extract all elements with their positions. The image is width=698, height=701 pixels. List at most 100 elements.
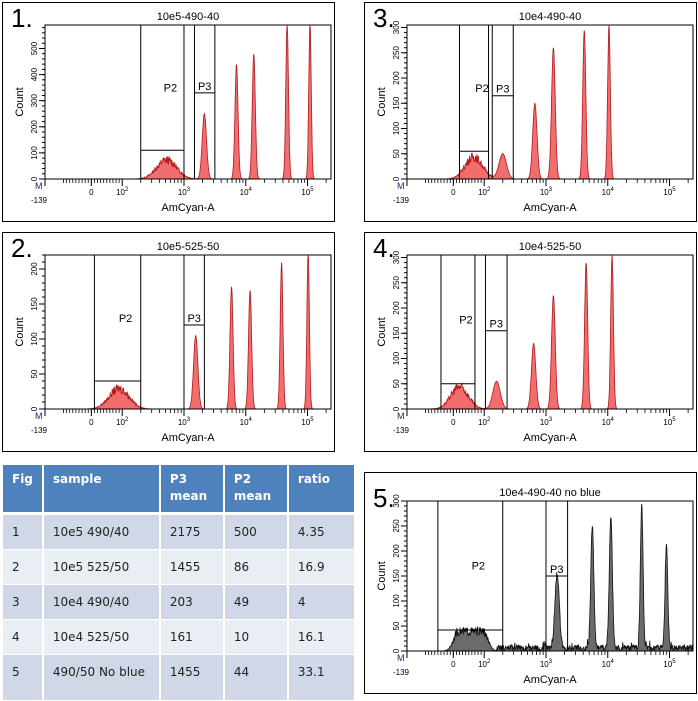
table-row: 4 10e4 525/50 161 10 16.1 bbox=[3, 619, 354, 655]
y-tick-label: 150 bbox=[392, 569, 401, 583]
x-tick-label: 103 bbox=[540, 659, 553, 669]
header-fig: Fig bbox=[3, 465, 44, 515]
x-tick-exponent: 3 bbox=[549, 417, 553, 423]
x-tick-exponent: 3 bbox=[549, 659, 553, 665]
cell-ratio: 4.35 bbox=[288, 514, 354, 550]
y-tick-label: 50 bbox=[392, 379, 401, 388]
plot-frame bbox=[44, 254, 332, 410]
histogram-area bbox=[425, 255, 693, 410]
x-tick-exponent: 4 bbox=[249, 187, 253, 193]
y-tick-label: 400 bbox=[30, 67, 39, 81]
x-tick-exponent: 3 bbox=[549, 187, 553, 193]
cell-fig: 5 bbox=[3, 654, 44, 701]
y-tick-label: 100 bbox=[392, 594, 401, 608]
histogram-panel-3: 3. 10e4-490-40 P2 P3 0 50 100 150 200 250 300 Coun… bbox=[364, 2, 697, 222]
x-tick-label: 0 bbox=[451, 660, 456, 669]
histogram-chart: 10e5-525-50 P2 P3 0 50 100 150 200 Count M -139 0 10… bbox=[14, 241, 332, 444]
x-tick-label: 0 bbox=[451, 418, 456, 427]
y-tick-label: 150 bbox=[392, 96, 401, 110]
y-tick-label: 200 bbox=[30, 120, 39, 134]
plot-frame bbox=[406, 254, 694, 410]
chart-title: 10e4-525-50 bbox=[519, 241, 581, 253]
y-tick-label: 50 bbox=[392, 149, 401, 158]
y-tick-label: 0 bbox=[392, 648, 401, 653]
y-tick-label: 250 bbox=[392, 519, 401, 533]
histogram-chart: 10e5-490-40 P2 P3 0 100 200 300 400 500 Count M -13… bbox=[14, 11, 332, 214]
y-tick-label: 100 bbox=[30, 332, 39, 346]
x-tick-exponent: 3 bbox=[187, 417, 191, 423]
y-tick-label: 300 bbox=[392, 20, 401, 34]
cell-fig: 4 bbox=[3, 619, 44, 655]
cell-ratio: 33.1 bbox=[288, 654, 354, 701]
figure-number: 1. bbox=[11, 3, 33, 33]
cell-p3-mean: 161 bbox=[160, 619, 225, 655]
histogram-panel-2: 2. 10e5-525-50 P2 P3 0 50 100 150 200 Count M -139… bbox=[2, 232, 335, 452]
results-table: Fig sample P3 mean P2 mean ratio 1 10e5 … bbox=[3, 465, 354, 701]
gate-label-p3: P3 bbox=[187, 313, 200, 325]
histogram-panel-1: 1. 10e5-490-40 P2 P3 0 100 200 300 400 500 Count M… bbox=[2, 2, 335, 222]
x-axis-label: AmCyan-A bbox=[523, 202, 577, 214]
x-tick-label-min: -139 bbox=[393, 668, 410, 677]
figure-number: 3. bbox=[373, 3, 395, 33]
gate-label-p2: P2 bbox=[164, 83, 177, 95]
y-tick-label: 0 bbox=[392, 176, 401, 181]
x-tick-label: 105 bbox=[301, 187, 314, 197]
y-tick-label: 50 bbox=[392, 621, 401, 630]
table-row: 2 10e5 525/50 1455 86 16.9 bbox=[3, 549, 354, 585]
cell-ratio: 16.1 bbox=[288, 619, 354, 655]
y-axis-label: Count bbox=[376, 317, 388, 346]
header-p2-mean: P2 mean bbox=[224, 465, 289, 515]
table-row: 5 490/50 No blue 1455 44 33.1 bbox=[3, 654, 354, 701]
y-axis-label: Count bbox=[376, 561, 388, 590]
cell-sample: 10e5 490/40 bbox=[43, 514, 161, 550]
x-tick-label: 0 bbox=[89, 418, 94, 427]
table-header-row: Fig sample P3 mean P2 mean ratio bbox=[3, 465, 354, 515]
axis-origin-label: M bbox=[35, 411, 43, 421]
histogram-area bbox=[425, 503, 694, 653]
x-tick-exponent: 2 bbox=[487, 187, 491, 193]
gate-label-p3: P3 bbox=[496, 84, 509, 96]
y-axis-label: Count bbox=[376, 87, 388, 116]
cell-fig: 2 bbox=[3, 549, 44, 585]
figure-number: 5. bbox=[373, 483, 395, 513]
x-tick-label: 103 bbox=[540, 417, 553, 427]
x-tick-exponent: 5 bbox=[310, 417, 314, 423]
y-tick-label: 200 bbox=[30, 262, 39, 276]
x-tick-label: 104 bbox=[602, 417, 615, 427]
x-tick-label: 102 bbox=[116, 187, 129, 197]
y-tick-label: 0 bbox=[30, 406, 39, 411]
x-tick-exponent: 5 bbox=[672, 417, 676, 423]
axis-origin-label: M bbox=[35, 181, 43, 191]
x-tick-exponent: 4 bbox=[611, 659, 615, 665]
x-axis-label: AmCyan-A bbox=[161, 432, 215, 444]
y-tick-label: 50 bbox=[30, 369, 39, 378]
y-tick-label: 200 bbox=[392, 544, 401, 558]
x-tick-label: 102 bbox=[116, 417, 129, 427]
x-tick-label: 104 bbox=[240, 417, 253, 427]
cell-sample: 10e4 490/40 bbox=[43, 584, 161, 620]
y-tick-label: 100 bbox=[30, 146, 39, 160]
cell-sample: 10e4 525/50 bbox=[43, 619, 161, 655]
x-tick-label-min: -139 bbox=[393, 426, 410, 435]
x-tick-exponent: 4 bbox=[249, 417, 253, 423]
figure-number: 2. bbox=[11, 233, 33, 263]
cell-p2-mean: 86 bbox=[224, 549, 289, 585]
gate-label-p2: P2 bbox=[459, 314, 472, 326]
cell-p3-mean: 2175 bbox=[160, 514, 225, 550]
header-p3-mean: P3 mean bbox=[160, 465, 225, 515]
y-tick-label: 200 bbox=[392, 71, 401, 85]
axis-origin-label: M bbox=[397, 653, 405, 663]
x-tick-exponent: 4 bbox=[611, 187, 615, 193]
histogram-panel-4: 4. 10e4-525-50 P2 P3 0 50 100 150 200 250 300 Coun… bbox=[364, 232, 697, 452]
cell-fig: 3 bbox=[3, 584, 44, 620]
cell-p3-mean: 1455 bbox=[160, 549, 225, 585]
x-axis-label: AmCyan-A bbox=[523, 432, 577, 444]
x-tick-exponent: 5 bbox=[672, 659, 676, 665]
y-tick-label: 200 bbox=[392, 301, 401, 315]
y-tick-label: 150 bbox=[392, 326, 401, 340]
histogram-area bbox=[63, 254, 331, 410]
gate-label-p2: P2 bbox=[472, 561, 485, 573]
cell-ratio: 16.9 bbox=[288, 549, 354, 585]
